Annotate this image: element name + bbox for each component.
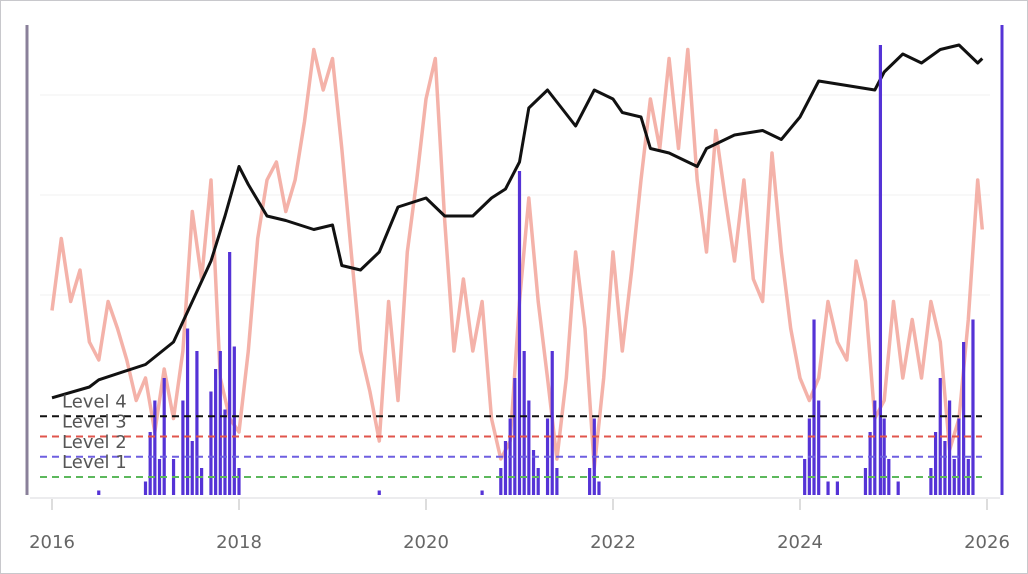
bar [218,351,222,495]
bar [873,400,877,495]
bar [863,468,868,495]
bar [588,468,592,495]
bar [555,468,559,495]
bar [971,319,975,495]
bar [200,468,204,495]
bar [531,450,536,495]
bar [943,441,947,495]
bar [148,432,152,495]
bar [237,468,241,495]
bar [962,342,966,495]
bar [480,490,484,495]
bar [503,441,508,495]
bar [143,481,148,495]
bar [522,351,526,495]
bar [190,441,194,495]
bar [214,369,218,495]
bar [887,459,891,495]
x-tick-label: 2018 [216,532,262,553]
bar [597,481,601,495]
bar [517,171,522,495]
line [51,43,984,400]
level-label: Level 3 [62,412,127,433]
level-label: Level 1 [62,452,127,473]
x-tick-label: 2022 [590,532,636,553]
bar [97,490,101,495]
bar [527,400,531,495]
bar [499,468,503,495]
bar [812,319,816,495]
x-tick-label: 2016 [29,532,75,553]
bar [878,45,883,495]
bar [933,432,938,495]
bar [195,351,199,495]
bar [948,400,952,495]
bar [228,252,232,495]
bar [835,481,839,495]
bar [896,481,900,495]
bar [536,468,540,495]
bar [153,400,157,495]
bar [185,328,190,495]
bar [232,346,236,495]
bar [817,400,821,495]
bar [209,391,213,495]
bar [157,459,162,495]
x-tick-label: 2024 [777,532,823,553]
level-label: Level 4 [62,391,127,412]
x-tick-label: 2026 [964,532,1010,553]
bar [803,459,807,495]
bar [868,432,872,495]
bar [377,490,381,495]
level-label: Level 2 [62,432,127,453]
bar [826,481,830,495]
bar [929,468,933,495]
bar [181,400,185,495]
bar [223,409,227,495]
x-tick-label: 2020 [403,532,449,553]
bar [550,351,554,495]
